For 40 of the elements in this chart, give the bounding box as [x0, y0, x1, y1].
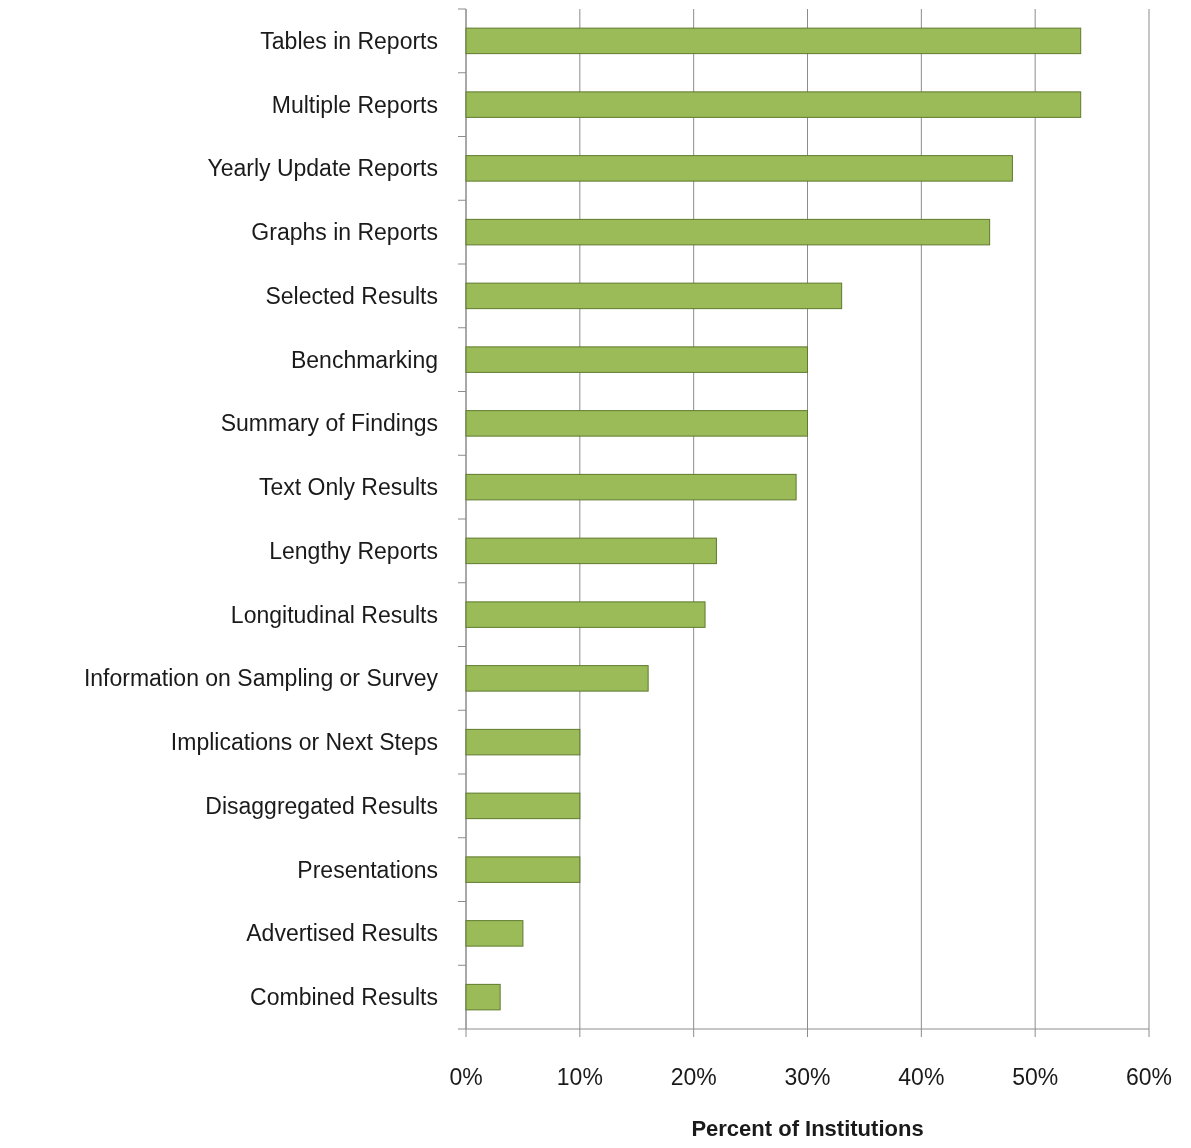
bar: [465, 601, 706, 628]
x-tick-label: 20%: [670, 1064, 717, 1090]
bar: [465, 920, 524, 947]
y-tick-label: Disaggregated Results: [205, 792, 438, 819]
y-tick-label: Implications or Next Steps: [170, 729, 438, 756]
y-tick-label: Graphs in Reports: [251, 219, 438, 246]
x-tick-label: 0%: [449, 1064, 483, 1090]
y-tick-label: Tables in Reports: [260, 27, 438, 54]
y-tick-label: Lengthy Reports: [269, 537, 438, 564]
x-tick-label: 50%: [1012, 1064, 1059, 1090]
x-tick-label: 30%: [784, 1064, 831, 1090]
y-tick-label: Presentations: [297, 856, 438, 883]
bar: [465, 728, 581, 756]
bar: [465, 91, 1082, 118]
x-tick-label: 40%: [898, 1064, 945, 1090]
bar: [465, 983, 501, 1011]
y-tick-label: Summary of Findings: [220, 410, 438, 437]
bar: [465, 282, 843, 310]
bar: [465, 665, 649, 692]
y-tick-label: Advertised Results: [246, 920, 438, 947]
y-tick-label: Combined Results: [250, 984, 438, 1011]
x-tick-label: 10%: [556, 1064, 603, 1090]
bar: [465, 218, 991, 246]
y-tick-label: Benchmarking: [290, 346, 438, 373]
bar: [465, 473, 797, 501]
bar: [465, 792, 581, 820]
y-tick-label: Selected Results: [265, 282, 438, 309]
bar: [465, 27, 1082, 55]
x-axis-title: Percent of Institutions: [691, 1116, 924, 1141]
y-tick-label: Longitudinal Results: [230, 601, 438, 628]
bar: [465, 537, 717, 565]
bar: [465, 155, 1013, 182]
y-tick-label: Information on Sampling or Survey: [83, 665, 439, 692]
y-tick-label: Yearly Update Reports: [207, 155, 438, 182]
y-tick-label: Multiple Reports: [271, 91, 438, 118]
bar: [465, 410, 808, 437]
x-tick-label: 60%: [1125, 1064, 1173, 1090]
bar: [465, 856, 581, 883]
y-tick-label: Text Only Results: [259, 474, 438, 501]
bar: [465, 346, 808, 373]
